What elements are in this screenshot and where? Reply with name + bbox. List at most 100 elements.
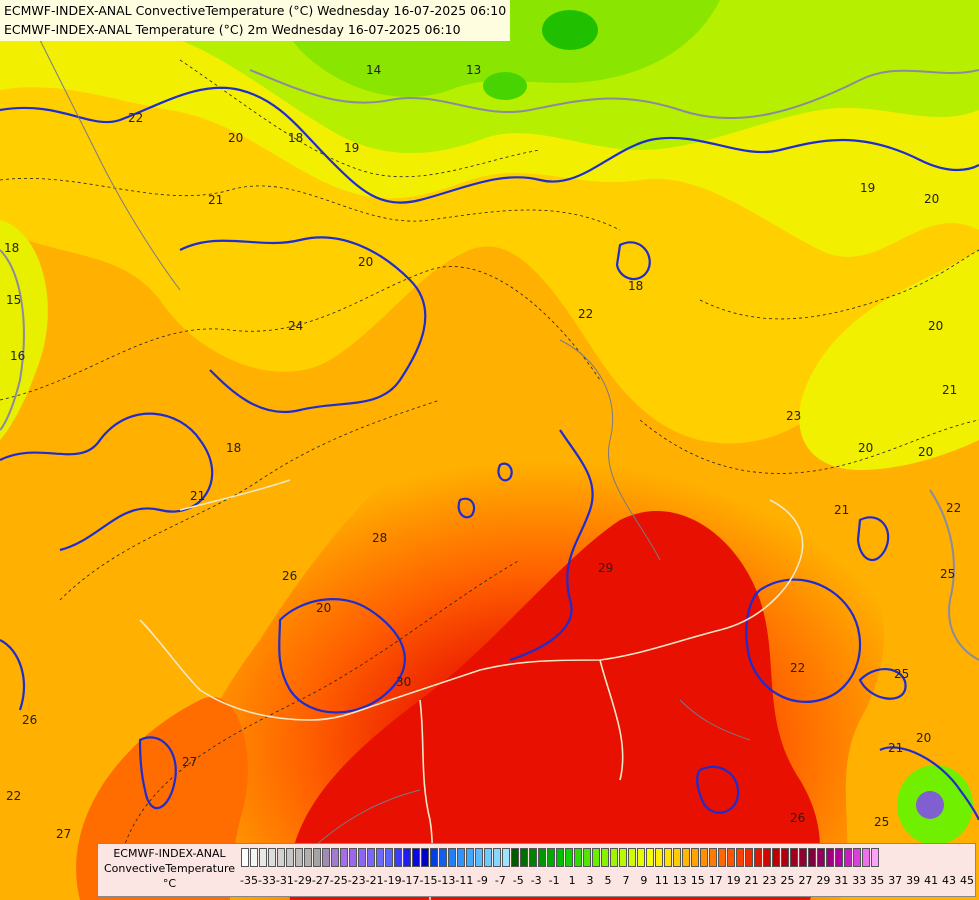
iso-label: 16 — [10, 349, 25, 363]
legend-swatch — [493, 848, 501, 867]
legend-swatch — [691, 848, 699, 867]
legend-tick-label: 27 — [798, 874, 813, 887]
legend-tick-label: 17 — [708, 874, 723, 887]
iso-label: 18 — [288, 131, 303, 145]
blue-contours — [0, 86, 979, 821]
legend-swatch — [547, 848, 555, 867]
legend-swatch — [412, 848, 420, 867]
legend-swatch — [430, 848, 438, 867]
iso-label: 19 — [344, 141, 359, 155]
legend-swatch — [538, 848, 546, 867]
iso-label: 29 — [598, 561, 613, 575]
legend-tick-label: -29 — [293, 874, 312, 887]
legend-title-model: ECMWF-INDEX-ANAL — [113, 847, 226, 860]
legend-tick-label: -23 — [347, 874, 366, 887]
title-line-temperature: ECMWF-INDEX-ANAL Temperature (°C) 2m Wed… — [4, 22, 461, 37]
legend-swatch — [727, 848, 735, 867]
legend-swatch — [799, 848, 807, 867]
legend-swatch — [844, 848, 852, 867]
legend-tick-label: 35 — [870, 874, 885, 887]
legend-swatch — [637, 848, 645, 867]
map-region-core — [288, 511, 820, 900]
legend-swatch — [457, 848, 465, 867]
iso-label: 14 — [366, 63, 381, 77]
legend-swatch — [520, 848, 528, 867]
legend-tick-label: 21 — [744, 874, 759, 887]
iso-label: 28 — [372, 531, 387, 545]
iso-label: 13 — [466, 63, 481, 77]
legend-swatch — [466, 848, 474, 867]
legend-swatches — [241, 848, 880, 867]
legend-swatch — [403, 848, 411, 867]
legend-swatch — [610, 848, 618, 867]
legend-swatch — [871, 848, 879, 867]
legend-tick-label: -33 — [257, 874, 276, 887]
legend-tick-label: -7 — [494, 874, 506, 887]
legend-swatch — [511, 848, 519, 867]
legend-swatch — [826, 848, 834, 867]
iso-label: 20 — [916, 731, 931, 745]
iso-label: 27 — [56, 827, 71, 841]
legend-tick-label: -19 — [383, 874, 402, 887]
legend-swatch — [277, 848, 285, 867]
legend-tick-label: 31 — [834, 874, 849, 887]
legend-swatch — [628, 848, 636, 867]
iso-label: 21 — [888, 741, 903, 755]
legend-swatch — [763, 848, 771, 867]
legend-swatch — [484, 848, 492, 867]
iso-label: 18 — [226, 441, 241, 455]
legend-tick-label: 41 — [924, 874, 939, 887]
iso-label: 23 — [786, 409, 801, 423]
legend-swatch — [565, 848, 573, 867]
legend-swatch — [385, 848, 393, 867]
legend-swatch — [700, 848, 708, 867]
legend-swatch — [574, 848, 582, 867]
legend-tick-label: 43 — [942, 874, 957, 887]
legend-tick-label: -3 — [530, 874, 542, 887]
legend-swatch — [853, 848, 861, 867]
iso-label: 19 — [860, 181, 875, 195]
legend-tick-label: 7 — [622, 874, 630, 887]
legend-tick-label: -27 — [311, 874, 330, 887]
legend-swatch — [250, 848, 258, 867]
iso-label: 20 — [928, 319, 943, 333]
iso-label: 27 — [182, 755, 197, 769]
legend-swatch — [664, 848, 672, 867]
legend-swatch — [745, 848, 753, 867]
legend-swatch — [394, 848, 402, 867]
iso-label: 20 — [924, 192, 939, 206]
legend-tick-label: -13 — [437, 874, 456, 887]
iso-label: 20 — [358, 255, 373, 269]
legend-swatch — [646, 848, 654, 867]
legend-swatch — [448, 848, 456, 867]
iso-label: 18 — [628, 279, 643, 293]
legend-swatch — [817, 848, 825, 867]
legend-unit: °C — [162, 877, 177, 890]
legend-swatch — [340, 848, 348, 867]
legend-swatch — [241, 848, 249, 867]
legend-swatch — [268, 848, 276, 867]
legend-tick-label: 37 — [888, 874, 903, 887]
legend-tick-label: -31 — [275, 874, 294, 887]
legend-tick-label: -1 — [548, 874, 560, 887]
legend-tick-label: 15 — [690, 874, 705, 887]
grey-contours — [0, 69, 979, 661]
legend-swatch — [736, 848, 744, 867]
legend-tick-label: 19 — [726, 874, 741, 887]
map-title-box: ECMWF-INDEX-ANAL ConvectiveTemperature (… — [0, 0, 511, 41]
legend-tick-label: -25 — [329, 874, 348, 887]
legend-swatch — [808, 848, 816, 867]
legend-tick-label: -9 — [476, 874, 488, 887]
map-region-deepgreen — [483, 72, 527, 100]
iso-label: 15 — [6, 293, 21, 307]
legend-tick-label: 45 — [960, 874, 974, 887]
legend-swatch — [322, 848, 330, 867]
legend-swatch — [754, 848, 762, 867]
legend-tick-label: 11 — [654, 874, 669, 887]
legend-swatch — [331, 848, 339, 867]
legend-tick-label: -15 — [419, 874, 438, 887]
iso-label: 25 — [874, 815, 889, 829]
legend-tick-label: -21 — [365, 874, 384, 887]
